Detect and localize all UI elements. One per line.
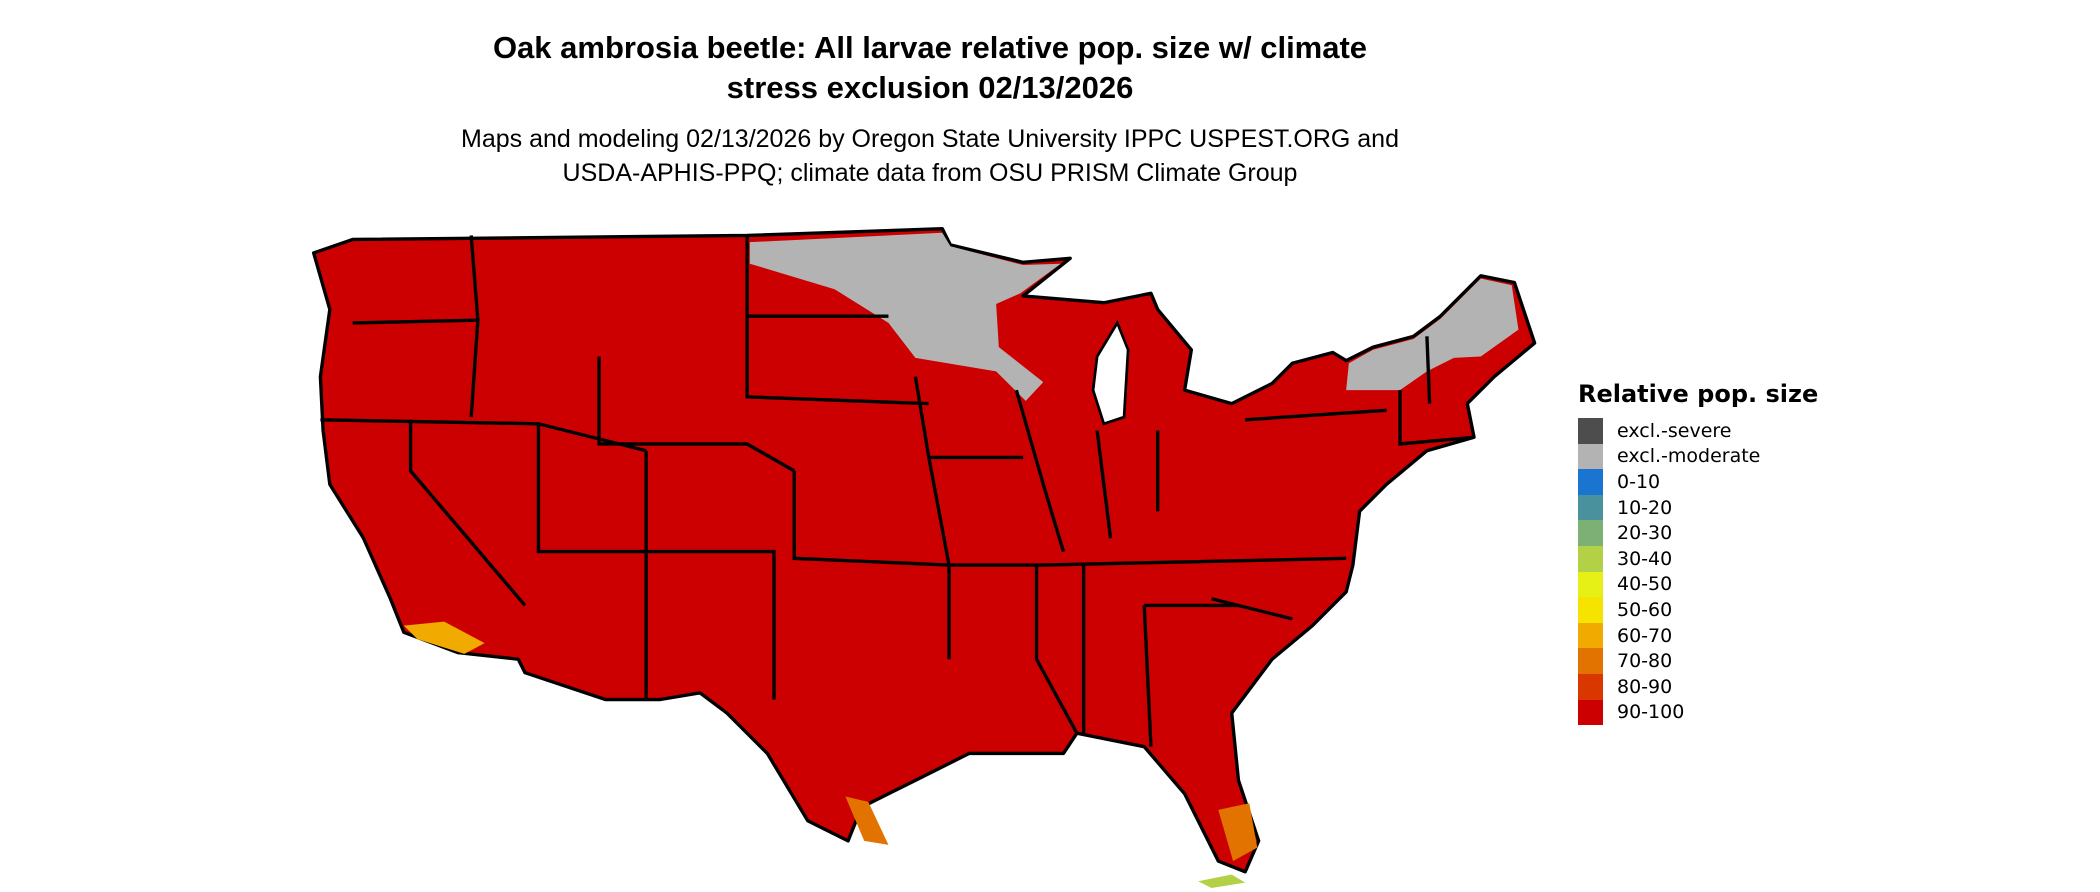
legend-label: 40-50: [1617, 573, 1673, 596]
legend: Relative pop. size excl.-severe excl.-mod…: [1578, 380, 1819, 726]
legend-swatch: [1578, 443, 1603, 470]
map-subtitle: Maps and modeling 02/13/2026 by Oregon S…: [330, 122, 1530, 190]
legend-label: 10-20: [1617, 496, 1673, 519]
legend-label: 90-100: [1617, 701, 1685, 724]
legend-label: 20-30: [1617, 522, 1673, 545]
legend-label: excl.-moderate: [1617, 445, 1761, 468]
legend-swatch: [1578, 469, 1603, 495]
legend-item: 20-30: [1578, 520, 1818, 546]
legend-item: 0-10: [1578, 469, 1818, 495]
legend-swatch: [1578, 699, 1603, 726]
texas-70-80-area: [845, 796, 889, 845]
legend-label: 60-70: [1617, 624, 1673, 647]
florida-keys-area: [1198, 874, 1246, 888]
florida-70-80-area: [1218, 803, 1258, 862]
excl-moderate-northeast: [1346, 278, 1519, 391]
subtitle-line-2: USDA-APHIS-PPQ; climate data from OSU PR…: [562, 159, 1298, 187]
legend-item: 50-60: [1578, 597, 1818, 623]
title-line-2: stress exclusion 02/13/2026: [726, 70, 1134, 105]
legend-label: 0-10: [1617, 470, 1661, 493]
legend-title: Relative pop. size: [1578, 380, 1819, 408]
legend-swatch: [1578, 597, 1603, 623]
legend-item: excl.-severe: [1578, 418, 1818, 444]
legend-swatch: [1578, 648, 1603, 674]
legend-item: 60-70: [1578, 622, 1818, 649]
legend-label: 80-90: [1617, 675, 1673, 698]
legend-label: excl.-severe: [1617, 419, 1732, 442]
state-borders: [320, 235, 1475, 747]
legend-label: 50-60: [1617, 598, 1673, 621]
excl-moderate-upper-midwest: [749, 232, 1061, 401]
legend-item: excl.-moderate: [1578, 443, 1818, 470]
us-land-90-100: [311, 227, 1537, 874]
legend-item: 90-100: [1578, 699, 1818, 726]
legend-label: 70-80: [1617, 650, 1673, 673]
legend-swatch: [1578, 622, 1603, 649]
map-title: Oak ambrosia beetle: All larvae relative…: [330, 28, 1530, 108]
title-line-1: Oak ambrosia beetle: All larvae relative…: [492, 30, 1368, 65]
legend-item: 70-80: [1578, 648, 1818, 674]
legend-swatch: [1578, 418, 1603, 444]
lake-michigan: [1091, 319, 1130, 426]
legend-item: 80-90: [1578, 673, 1818, 700]
legend-label: 30-40: [1617, 547, 1673, 570]
legend-swatch: [1578, 494, 1603, 521]
legend-item: 40-50: [1578, 571, 1818, 598]
subtitle-line-1: Maps and modeling 02/13/2026 by Oregon S…: [461, 125, 1399, 153]
legend-item: 30-40: [1578, 545, 1818, 572]
legend-item: 10-20: [1578, 494, 1818, 521]
legend-swatch: [1578, 520, 1603, 546]
california-60-70-area: [403, 621, 485, 654]
legend-swatch: [1578, 545, 1603, 572]
legend-swatch: [1578, 571, 1603, 598]
legend-swatch: [1578, 673, 1603, 700]
